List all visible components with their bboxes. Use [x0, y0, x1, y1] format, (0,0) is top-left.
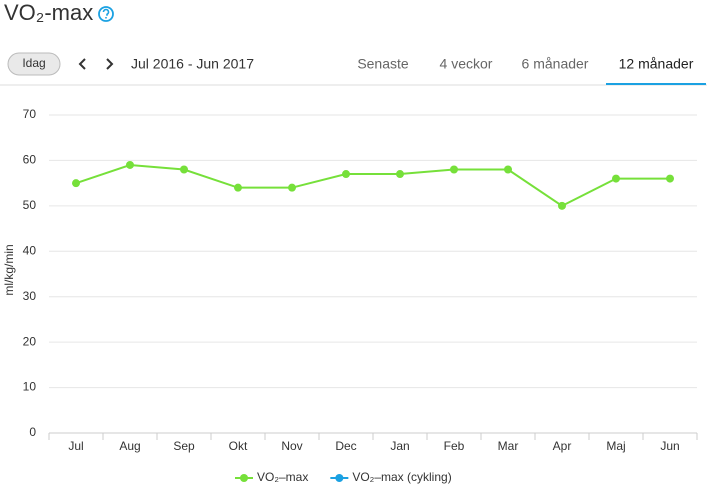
x-tick-label: Maj: [606, 439, 625, 453]
data-point: [396, 170, 404, 179]
x-tick-label: Dec: [335, 439, 356, 453]
y-tick-label: 20: [23, 334, 37, 348]
page-title: VO₂-max: [4, 0, 93, 25]
y-tick-label: 70: [23, 107, 37, 121]
next-arrow[interactable]: [106, 58, 114, 70]
active-tab-indicator: [606, 83, 706, 85]
date-range: Jul 2016 - Jun 2017: [131, 56, 254, 72]
legend-swatch-dot: [240, 474, 248, 482]
legend-swatch-dot: [335, 474, 344, 482]
x-tick-label: Aug: [119, 439, 140, 453]
data-point: [558, 201, 566, 210]
data-point: [666, 174, 674, 183]
y-tick-label: 10: [23, 380, 37, 394]
legend-label[interactable]: VO₂–max: [257, 470, 308, 484]
data-point: [342, 170, 350, 179]
x-tick-label: Apr: [553, 439, 572, 453]
y-tick-label: 0: [29, 425, 36, 439]
data-point: [180, 165, 188, 174]
today-button[interactable]: Idag: [7, 52, 61, 76]
data-point: [126, 160, 134, 169]
legend-label[interactable]: VO₂–max (cykling): [352, 470, 451, 484]
x-tick-label: Sep: [173, 439, 195, 453]
tab[interactable]: 6 månader: [522, 56, 589, 72]
x-tick-label: Okt: [229, 439, 248, 453]
prev-arrow[interactable]: [78, 58, 86, 70]
y-tick-label: 50: [23, 198, 37, 212]
x-tick-label: Jul: [68, 439, 83, 453]
x-tick-label: Jun: [660, 439, 679, 453]
data-point: [288, 183, 296, 192]
y-tick-label: 60: [23, 153, 37, 167]
series-line: [75, 163, 670, 208]
x-tick-label: Mar: [498, 439, 519, 453]
today-label: Idag: [22, 56, 45, 70]
tab[interactable]: 12 månader: [619, 56, 694, 72]
help-icon[interactable]: [98, 6, 114, 22]
y-tick-label: 40: [23, 243, 37, 257]
x-tick-label: Jan: [390, 439, 409, 453]
x-tick-label: Feb: [444, 439, 465, 453]
tab[interactable]: 4 veckor: [440, 56, 493, 72]
y-axis-label: ml/kg/min: [2, 244, 16, 295]
data-point: [504, 165, 512, 174]
data-point: [450, 165, 458, 174]
y-tick-label: 30: [23, 289, 37, 303]
data-point: [612, 174, 620, 183]
data-point: [234, 183, 242, 192]
x-tick-label: Nov: [281, 439, 302, 453]
data-point: [72, 179, 80, 188]
tab[interactable]: Senaste: [357, 56, 409, 72]
